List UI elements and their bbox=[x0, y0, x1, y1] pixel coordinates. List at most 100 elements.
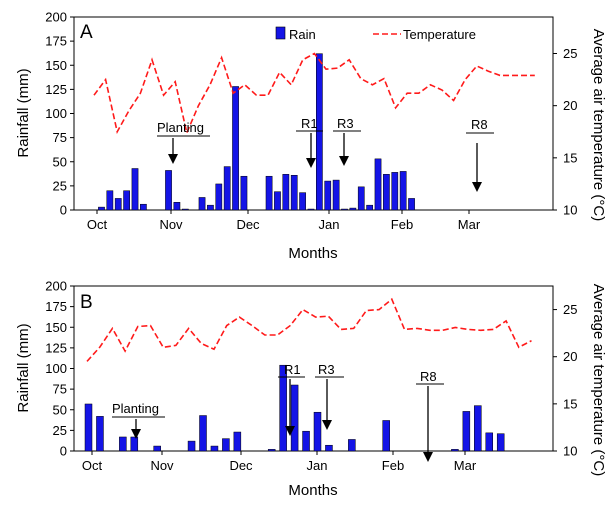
rain-bar bbox=[153, 445, 161, 452]
panel-a-annotations: Planting R1 R3 R8 bbox=[157, 116, 494, 192]
rain-bar bbox=[223, 166, 231, 211]
rain-bar bbox=[181, 208, 189, 211]
y2-tick-label: 25 bbox=[563, 302, 577, 317]
y-tick-label: 100 bbox=[45, 361, 67, 376]
rain-bar bbox=[84, 403, 93, 452]
x-tick-label: Dec bbox=[229, 458, 253, 473]
annotation-r3-label: R3 bbox=[337, 116, 354, 131]
rain-bar bbox=[349, 207, 357, 211]
rain-bar bbox=[119, 436, 127, 452]
y2-tick-label: 25 bbox=[563, 46, 577, 61]
annotation-r3-arrowhead bbox=[322, 420, 332, 430]
rain-bar bbox=[279, 364, 287, 452]
panel-a-left-axis-ticks: 0 25 50 75 100 125 150 175 200 bbox=[45, 10, 74, 218]
rain-bar bbox=[222, 438, 230, 452]
rain-bar bbox=[408, 198, 415, 211]
x-tick-label: Feb bbox=[382, 458, 404, 473]
panel-a-chart: 0 25 50 75 100 125 150 175 200 10 15 20 25 Oct Nov De… bbox=[15, 10, 607, 263]
panel-b-y-axis-title: Rainfall (mm) bbox=[15, 323, 32, 412]
rain-bar bbox=[462, 411, 471, 452]
rain-bar bbox=[131, 168, 139, 211]
rain-bar bbox=[267, 449, 276, 452]
rain-bar bbox=[324, 180, 332, 211]
y-tick-label: 75 bbox=[53, 382, 67, 397]
panel-b-annotations: Planting R1 R3 R8 bbox=[112, 362, 444, 462]
annotation-r3-label: R3 bbox=[318, 362, 335, 377]
rain-bar bbox=[210, 445, 219, 452]
y-tick-label: 125 bbox=[45, 82, 67, 97]
temperature-line bbox=[93, 52, 535, 136]
panel-a-month-ticks: Oct Nov Dec Jan Feb Mar bbox=[87, 210, 481, 232]
panel-b-y2-axis-title: Average air temperature (°C) bbox=[590, 284, 607, 476]
x-tick-label: Nov bbox=[159, 217, 183, 232]
annotation-planting-arrowhead bbox=[131, 429, 141, 439]
annotation-r1: R1 bbox=[278, 362, 305, 436]
temperature-line bbox=[86, 297, 532, 362]
rain-bar bbox=[474, 405, 482, 452]
x-tick-label: Dec bbox=[236, 217, 260, 232]
y-tick-label: 175 bbox=[45, 299, 67, 314]
rain-bar bbox=[374, 158, 382, 211]
y-tick-label: 150 bbox=[45, 58, 67, 73]
y2-tick-label: 15 bbox=[563, 396, 577, 411]
rain-bar bbox=[123, 190, 130, 211]
rain-bar bbox=[96, 416, 104, 452]
y-tick-label: 50 bbox=[53, 154, 67, 169]
y-tick-label: 200 bbox=[45, 10, 67, 25]
rain-bar bbox=[207, 204, 214, 211]
annotation-r1-label: R1 bbox=[284, 362, 301, 377]
panel-a-x-axis-title: Months bbox=[288, 245, 337, 262]
panel-a-y2-axis-title: Average air temperature (°C) bbox=[590, 29, 607, 221]
rain-bar bbox=[240, 175, 248, 211]
annotation-r3: R3 bbox=[333, 116, 361, 166]
rain-bar bbox=[232, 86, 239, 211]
annotation-r3: R3 bbox=[315, 362, 344, 430]
rain-bar bbox=[299, 192, 306, 211]
y-tick-label: 0 bbox=[60, 444, 67, 459]
y2-tick-label: 20 bbox=[563, 349, 577, 364]
panel-a-right-axis-ticks: 10 15 20 25 bbox=[553, 46, 577, 218]
rain-bar bbox=[366, 204, 373, 211]
rain-bar bbox=[391, 172, 399, 211]
rain-bar bbox=[215, 183, 223, 211]
x-tick-label: Nov bbox=[150, 458, 174, 473]
annotation-planting: Planting bbox=[157, 120, 210, 164]
annotation-planting-label: Planting bbox=[112, 401, 159, 416]
panel-a-y-axis-title: Rainfall (mm) bbox=[15, 68, 32, 157]
panel-a-legend: Rain Temperature bbox=[275, 26, 476, 42]
rain-bar bbox=[313, 411, 322, 452]
rain-bar bbox=[282, 174, 290, 211]
annotation-r3-arrowhead bbox=[339, 156, 349, 166]
rain-bar bbox=[290, 384, 299, 452]
rain-bar bbox=[290, 175, 298, 211]
panel-b-right-axis-ticks: 10 15 20 25 bbox=[553, 302, 577, 459]
panel-a-temperature-line bbox=[93, 52, 535, 136]
rain-bar bbox=[399, 171, 407, 211]
rain-bar bbox=[165, 170, 172, 211]
rain-bar bbox=[357, 186, 365, 211]
y-tick-label: 75 bbox=[53, 130, 67, 145]
panel-a-plot-frame bbox=[73, 16, 554, 211]
annotation-r1: R1 bbox=[296, 116, 323, 168]
rain-bar bbox=[130, 436, 139, 452]
y-tick-label: 25 bbox=[53, 178, 67, 193]
y-tick-label: 175 bbox=[45, 34, 67, 49]
rain-bar bbox=[198, 197, 206, 211]
rain-bar bbox=[341, 208, 348, 211]
annotation-r1-label: R1 bbox=[301, 116, 318, 131]
rain-bar bbox=[382, 420, 390, 452]
rain-bar bbox=[140, 203, 147, 211]
panel-b-letter: B bbox=[80, 292, 93, 313]
rain-bar bbox=[233, 431, 242, 452]
panel-a-rain-bars bbox=[98, 53, 415, 211]
y2-tick-label: 10 bbox=[563, 444, 577, 459]
rain-bar bbox=[485, 432, 493, 452]
rain-bar bbox=[496, 433, 505, 452]
y-tick-label: 125 bbox=[45, 340, 67, 355]
legend-rain-label: Rain bbox=[289, 27, 316, 42]
panel-b-left-axis-ticks: 0 25 50 75 100 125 150 175 200 bbox=[45, 279, 74, 459]
y-tick-label: 0 bbox=[60, 203, 67, 218]
x-tick-label: Mar bbox=[454, 458, 477, 473]
rain-bar bbox=[383, 174, 390, 211]
